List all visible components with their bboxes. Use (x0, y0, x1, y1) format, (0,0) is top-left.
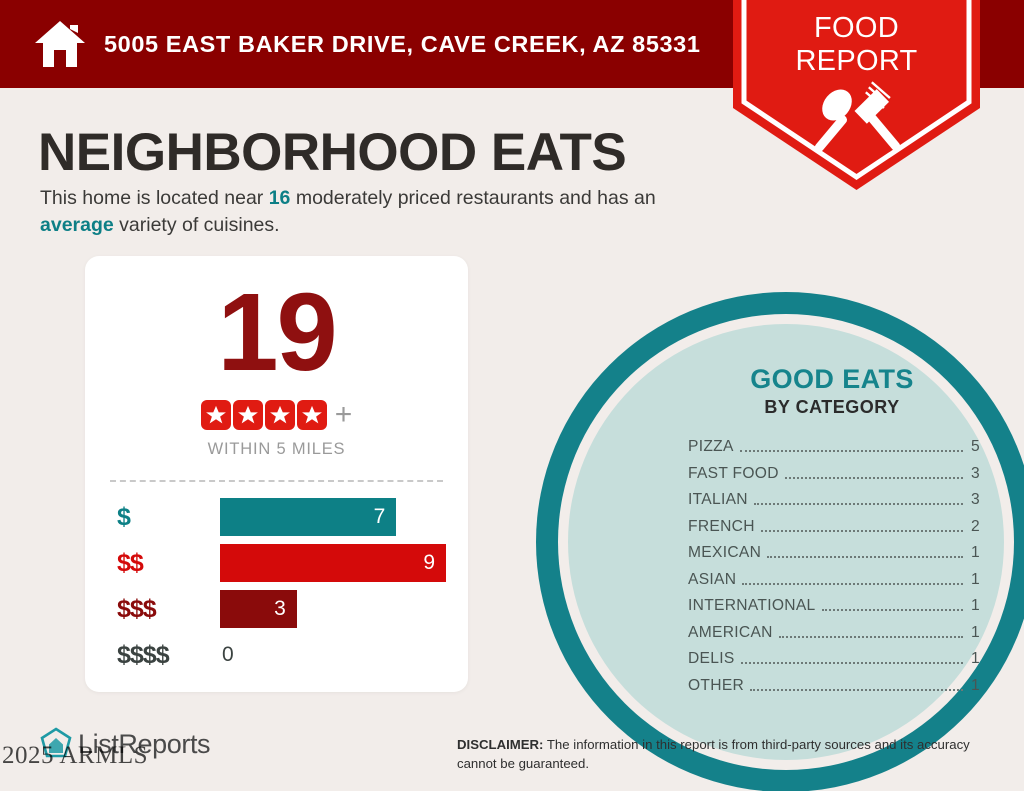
disclaimer-text: The information in this report is from t… (457, 737, 970, 771)
category-name: FRENCH (688, 517, 755, 535)
list-item: FAST FOOD 3 (688, 465, 980, 483)
category-name: AMERICAN (688, 623, 773, 641)
circle-inner-fill (568, 324, 1004, 760)
list-item: FRENCH 2 (688, 518, 980, 536)
home-icon (35, 21, 85, 67)
dot-leader (778, 635, 963, 638)
bar-value: 9 (220, 544, 446, 582)
category-name: ITALIAN (688, 491, 748, 508)
category-count: 1 (971, 676, 980, 694)
list-item: AMERICAN 1 (688, 624, 980, 642)
bar-value: 7 (220, 498, 397, 536)
armls-watermark: 2025 ARMLS (2, 742, 149, 769)
subtitle-restaurant-count: 16 (268, 187, 291, 209)
dot-leader (740, 662, 963, 664)
listreports-logo-text: ListReports (78, 728, 211, 759)
listreports-logo[interactable]: ListReports (38, 726, 211, 762)
list-item: ASIAN 1 (688, 571, 980, 589)
header-address: 5005 EAST BAKER DRIVE, CAVE CREEK, AZ 85… (104, 30, 701, 57)
category-count: 2 (971, 517, 980, 535)
dot-leader (767, 556, 963, 558)
dot-leader (821, 609, 963, 611)
star-icon (232, 400, 263, 430)
category-count: 3 (971, 464, 980, 482)
category-name: MEXICAN (688, 544, 762, 561)
card-divider (110, 480, 443, 482)
price-label: $$$$ (117, 640, 170, 669)
category-count: 1 (971, 623, 980, 641)
bar-value: 0 (222, 643, 234, 666)
good-eats-subtitle: BY CATEGORY (764, 397, 900, 417)
list-item: INTERNATIONAL 1 (688, 597, 980, 615)
bar-value: 3 (220, 590, 297, 628)
disclaimer: DISCLAIMER: The information in this repo… (457, 736, 987, 773)
star-icon (264, 400, 295, 430)
good-eats-panel: GOOD EATS BY CATEGORY PIZZA 5 FAST FOOD … (640, 364, 1024, 703)
subtitle-variety-word: average (40, 213, 114, 236)
bar-track: 9 (220, 540, 446, 586)
dot-leader (739, 450, 963, 452)
disclaimer-label: DISCLAIMER: (457, 737, 544, 752)
subtitle-part-2: moderately priced restaurants and has an (290, 187, 656, 209)
price-label: $ (117, 502, 131, 531)
restaurant-stat-card: 19 + WITHIN 5 MILES $ 7 (85, 256, 468, 692)
category-name: FAST FOOD (688, 464, 779, 482)
dot-leader (753, 503, 963, 505)
list-item: DELIS 1 (688, 650, 980, 668)
list-item: ITALIAN 3 (688, 491, 980, 509)
price-label: $$$ (117, 594, 157, 623)
list-item: PIZZA 5 (688, 438, 980, 456)
category-count: 1 (971, 544, 980, 561)
category-count: 3 (971, 491, 980, 508)
food-report-badge: FOOD REPORT (733, 0, 980, 190)
category-count: 1 (971, 570, 980, 588)
dot-leader (742, 582, 963, 585)
dot-leader (760, 529, 963, 532)
category-name: INTERNATIONAL (688, 597, 816, 614)
star-icon (200, 400, 231, 430)
bar-row: $$ 9 (85, 540, 468, 586)
bar-row: $$$$ 0 (85, 632, 468, 678)
spoon-fork-icon (814, 81, 901, 152)
category-name: OTHER (688, 676, 745, 694)
star-rating: + (85, 400, 468, 430)
category-count: 1 (971, 597, 980, 614)
good-eats-title: GOOD EATS (750, 364, 914, 394)
bar-row: $$$ 3 (85, 586, 468, 632)
category-count: 5 (971, 438, 980, 455)
price-label: $$ (117, 548, 144, 577)
bar-track: 0 (220, 632, 446, 678)
restaurant-count: 19 (217, 271, 337, 394)
category-count: 1 (971, 650, 980, 667)
star-icon (296, 400, 327, 430)
house-pentagon-icon (40, 727, 72, 758)
page-title: NEIGHBORHOOD EATS (38, 123, 627, 182)
bar-track: 7 (220, 494, 446, 540)
list-item: MEXICAN 1 (688, 544, 980, 562)
badge-shape (733, 0, 980, 190)
good-eats-list: PIZZA 5 FAST FOOD 3 ITALIAN 3 FRENCH 2 M… (640, 438, 1024, 695)
category-name: ASIAN (688, 570, 737, 588)
subtitle-part-3: variety of cuisines. (113, 213, 280, 236)
category-name: DELIS (688, 650, 735, 667)
bar-track: 3 (220, 586, 446, 632)
plus-icon: + (334, 398, 353, 431)
subtitle-part-1: This home is located near (40, 187, 269, 209)
dot-leader (750, 688, 963, 691)
page-subtitle: This home is located near 16 moderately … (40, 185, 700, 239)
list-item: OTHER 1 (688, 677, 980, 695)
bar-row: $ 7 (85, 494, 468, 540)
price-level-bar-chart: $ 7 $$ 9 $$$ 3 $$$$ 0 (85, 494, 468, 678)
category-name: PIZZA (688, 438, 734, 455)
dot-leader (784, 476, 963, 479)
within-radius-label: WITHIN 5 MILES (207, 440, 346, 458)
